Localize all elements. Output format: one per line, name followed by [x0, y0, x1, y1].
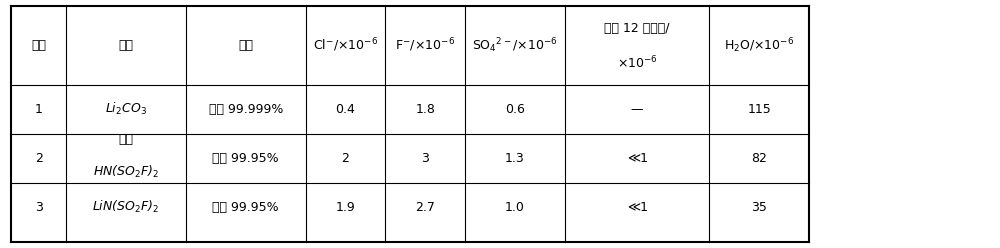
Text: 1.3: 1.3 — [505, 152, 525, 165]
Text: 2: 2 — [35, 152, 43, 165]
Text: 82: 82 — [751, 152, 767, 165]
Text: 1.8: 1.8 — [415, 103, 435, 116]
Text: 大于 99.95%: 大于 99.95% — [212, 201, 279, 214]
Text: 35: 35 — [751, 201, 767, 214]
Text: 大于 99.999%: 大于 99.999% — [209, 103, 283, 116]
Text: 名称: 名称 — [119, 39, 134, 52]
Text: H$_{2}$O/×10$^{-6}$: H$_{2}$O/×10$^{-6}$ — [724, 36, 794, 55]
Text: ≪1: ≪1 — [627, 201, 648, 214]
Text: 3: 3 — [421, 152, 429, 165]
Text: 0.4: 0.4 — [335, 103, 355, 116]
Text: Cl$^{-}$/×10$^{-6}$: Cl$^{-}$/×10$^{-6}$ — [313, 37, 378, 54]
Text: HN(SO$_{2}$F)$_{2}$: HN(SO$_{2}$F)$_{2}$ — [93, 164, 159, 180]
Text: 1: 1 — [35, 103, 43, 116]
Text: 1.9: 1.9 — [336, 201, 355, 214]
Text: ×10$^{-6}$: ×10$^{-6}$ — [617, 54, 658, 71]
Text: LiN(SO$_{2}$F)$_{2}$: LiN(SO$_{2}$F)$_{2}$ — [92, 199, 160, 216]
Text: 大于 99.95%: 大于 99.95% — [212, 152, 279, 165]
Text: SO$_{4}$$^{2-}$/×10$^{-6}$: SO$_{4}$$^{2-}$/×10$^{-6}$ — [472, 36, 558, 55]
Text: 其它 12 种离子/: 其它 12 种离子/ — [604, 22, 670, 35]
Text: 含量: 含量 — [238, 39, 253, 52]
Text: 3: 3 — [35, 201, 43, 214]
Text: F$^{-}$/×10$^{-6}$: F$^{-}$/×10$^{-6}$ — [395, 37, 455, 54]
Text: —: — — [631, 103, 643, 116]
Text: 序号: 序号 — [31, 39, 46, 52]
Text: ≪1: ≪1 — [627, 152, 648, 165]
Text: 精品: 精品 — [119, 133, 134, 146]
Text: 2: 2 — [341, 152, 349, 165]
Text: 1.0: 1.0 — [505, 201, 525, 214]
Text: 0.6: 0.6 — [505, 103, 525, 116]
Text: Li$_{2}$CO$_{3}$: Li$_{2}$CO$_{3}$ — [105, 101, 147, 117]
Text: 115: 115 — [747, 103, 771, 116]
Text: 2.7: 2.7 — [415, 201, 435, 214]
